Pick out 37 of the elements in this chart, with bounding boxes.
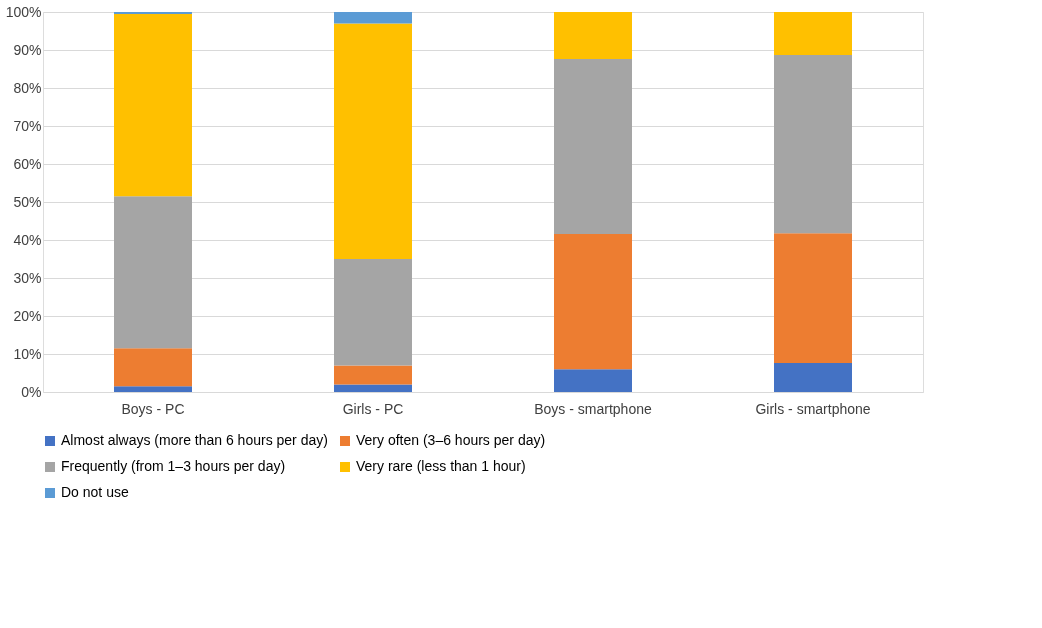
bar	[114, 196, 192, 349]
y-tick-label: 20%	[13, 307, 42, 324]
bar	[334, 12, 412, 24]
bar	[554, 12, 632, 60]
legend-label: Frequently (from 1–3 hours per day)	[61, 458, 286, 474]
legend-label: Very often (3–6 hours per day)	[356, 432, 546, 448]
bar	[774, 12, 852, 55]
bar	[774, 54, 852, 234]
x-tick-label: Boys - smartphone	[534, 400, 652, 417]
legend-label: Almost always (more than 6 hours per day)	[61, 432, 328, 448]
y-tick-label: 50%	[13, 193, 42, 210]
y-tick-label: 70%	[13, 117, 42, 134]
bar	[334, 365, 412, 385]
bar	[334, 384, 412, 392]
x-tick-label: Girls - smartphone	[755, 400, 871, 417]
y-tick-label: 40%	[13, 231, 42, 248]
legend-label: Do not use	[61, 484, 129, 500]
y-tick-label: 30%	[13, 269, 42, 286]
bar	[334, 23, 412, 259]
bar	[554, 59, 632, 234]
y-tick-label: 10%	[13, 345, 42, 362]
bar	[114, 386, 192, 392]
bar	[774, 363, 852, 392]
bar	[334, 259, 412, 366]
bar	[114, 13, 192, 197]
y-tick-label: 100%	[5, 3, 42, 20]
legend-label: Very rare (less than 1 hour)	[356, 458, 526, 474]
bar	[554, 369, 632, 392]
y-tick-label: 0%	[21, 383, 42, 400]
bar	[774, 233, 852, 364]
x-tick-label: Girls - PC	[342, 400, 404, 417]
bar	[554, 233, 632, 370]
y-tick-label: 60%	[13, 155, 42, 172]
y-tick-label: 90%	[13, 41, 42, 58]
bar	[114, 348, 192, 387]
y-tick-label: 80%	[13, 79, 42, 96]
x-tick-label: Boys - PC	[121, 400, 185, 417]
